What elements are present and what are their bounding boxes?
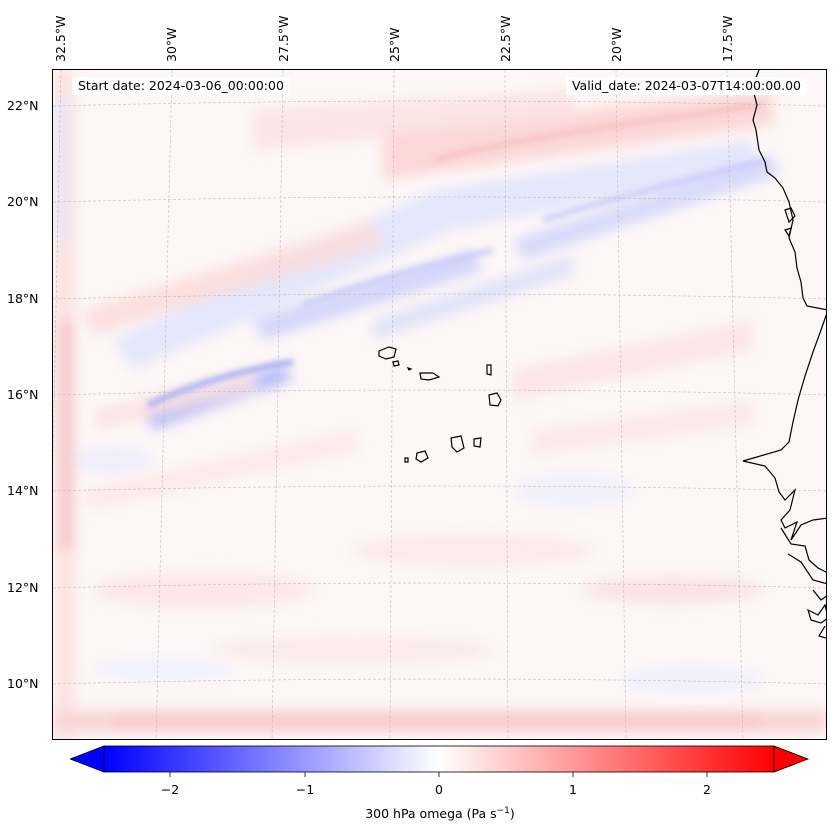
colorbar-min-extend — [70, 745, 105, 773]
omega-field-map — [53, 70, 826, 739]
graticule — [53, 70, 826, 739]
colorbar-tick-2: 2 — [703, 782, 711, 797]
lat-label-18n: 18°N — [7, 291, 39, 306]
colorbar-ticks — [169, 772, 708, 777]
lon-label-27-5w: 27.5°W — [276, 15, 291, 62]
colorbar-title-exponent: −1 — [496, 806, 510, 816]
lon-label-20w: 20°W — [609, 27, 624, 62]
lat-label-12n: 12°N — [7, 580, 39, 595]
colorbar-max-extend — [773, 745, 810, 773]
colorbar-title: 300 hPa omega (Pa s−1) — [0, 806, 837, 821]
lon-label-30w: 30°W — [164, 27, 179, 62]
lat-label-22n: 22°N — [7, 98, 39, 113]
lat-label-16n: 16°N — [7, 387, 39, 402]
omega-shading — [53, 70, 826, 739]
lon-label-22-5w: 22.5°W — [498, 15, 513, 62]
lat-label-20n: 20°N — [7, 194, 39, 209]
lat-label-10n: 10°N — [7, 676, 39, 691]
colorbar-tick-minus-1: −1 — [295, 782, 315, 797]
lon-label-32-5w: 32.5°W — [53, 15, 68, 62]
colorbar-tick-0: 0 — [435, 782, 443, 797]
valid-date-label: Valid_date: 2024-03-07T14:00:00.00 — [565, 77, 807, 95]
lat-label-14n: 14°N — [7, 483, 39, 498]
map-panel — [52, 69, 827, 740]
cape-verde-islands — [378, 346, 502, 463]
colorbar — [70, 745, 810, 777]
colorbar-tick-minus-2: −2 — [160, 782, 180, 797]
start-date-label: Start date: 2024-03-06_00:00:00 — [72, 77, 290, 95]
omega-streaks — [146, 102, 769, 408]
colorbar-gradient — [103, 745, 775, 773]
lon-label-17-5w: 17.5°W — [720, 15, 735, 62]
colorbar-tick-1: 1 — [569, 782, 577, 797]
colorbar-title-text: 300 hPa omega (Pa s — [365, 806, 497, 822]
lon-label-25w: 25°W — [387, 27, 402, 62]
colorbar-title-close: ) — [509, 806, 515, 822]
